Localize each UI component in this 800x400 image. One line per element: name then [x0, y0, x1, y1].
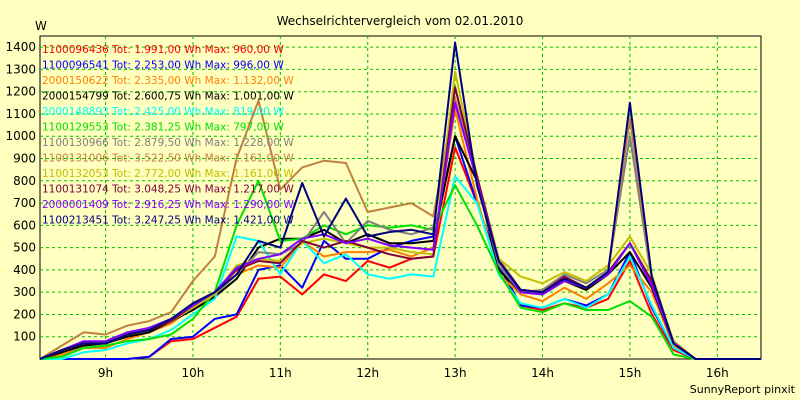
- legend-entry-12: 1100213451 Tot: 3.247,25 Wh Max: 1.421,0…: [42, 215, 294, 227]
- legend-entry-10: 1100131074 Tot: 3.048,25 Wh Max: 1.217,0…: [42, 184, 294, 196]
- axis-ticks: 100 200 300 400 500 600 700 800 900 1000 1100 1200 1…: [5, 40, 728, 380]
- legend-entry-5: 2000148893 Tot: 2.425,00 Wh Max: 819,00 …: [42, 106, 284, 118]
- series-line-5: [40, 175, 761, 360]
- footer-credit: SunnyReport pinxit: [690, 383, 796, 396]
- x-tick-label: 9h: [98, 366, 113, 380]
- legend-entry-1: 1100096436 Tot: 1.991,00 Wh Max: 960,00 …: [42, 44, 284, 56]
- legend-entry-9: 1100132053 Tot: 2.772,00 Wh Max: 1.161,0…: [42, 168, 294, 180]
- legend-entry-7: 1100130966 Tot: 2.879,50 Wh Max: 1.228,0…: [42, 137, 294, 149]
- x-tick-label: 10h: [182, 366, 205, 380]
- y-tick-label: 600: [13, 218, 36, 232]
- y-tick-label: 300: [13, 285, 36, 299]
- legend-entry-8: 1100131006 Tot: 3.522,50 Wh Max: 1.161,0…: [42, 153, 294, 165]
- series-line-12: [39, 41, 761, 360]
- x-tick-label: 15h: [618, 366, 641, 380]
- chart-title: Wechselrichtervergleich vom 02.01.2010: [277, 14, 524, 28]
- y-tick-label: 400: [13, 263, 36, 277]
- y-tick-label: 1400: [5, 40, 36, 54]
- x-tick-label: 13h: [444, 366, 467, 380]
- legend-entry-2: 1100096541 Tot: 2.253,00 Wh Max: 996,00 …: [42, 60, 284, 72]
- plot-area: [39, 35, 762, 360]
- legend-entry-4: 2000154799 Tot: 2.600,75 Wh Max: 1.001,0…: [42, 91, 294, 103]
- y-tick-label: 700: [13, 196, 36, 210]
- y-tick-label: 1200: [5, 85, 36, 99]
- legend-entry-11: 2000001409 Tot: 2.916,25 Wh Max: 1.290,0…: [42, 199, 294, 211]
- y-tick-label: 1300: [5, 62, 36, 76]
- series-line-6: [39, 179, 761, 360]
- y-tick-label: 200: [13, 307, 36, 321]
- x-tick-label: 11h: [269, 366, 292, 380]
- x-tick-label: 14h: [531, 366, 554, 380]
- y-tick-label: 1000: [5, 129, 36, 143]
- legend-entry-6: 1100129553 Tot: 2.381,25 Wh Max: 797,00 …: [42, 122, 284, 134]
- legend: 1100096436 Tot: 1.991,00 Wh Max: 960,00 …: [42, 44, 294, 227]
- y-tick-label: 500: [13, 241, 36, 255]
- series-line-8: [39, 97, 761, 360]
- y-tick-label: 1100: [5, 107, 36, 121]
- y-axis-unit-label: W: [35, 19, 47, 33]
- x-tick-label: 16h: [706, 366, 729, 380]
- series-line-4: [39, 135, 761, 360]
- x-tick-label: 12h: [356, 366, 379, 380]
- y-tick-label: 900: [13, 152, 36, 166]
- legend-entry-3: 2000150622 Tot: 2.335,00 Wh Max: 1.132,0…: [42, 75, 294, 87]
- y-tick-label: 100: [13, 330, 36, 344]
- y-tick-label: 800: [13, 174, 36, 188]
- series-lines: [39, 41, 761, 360]
